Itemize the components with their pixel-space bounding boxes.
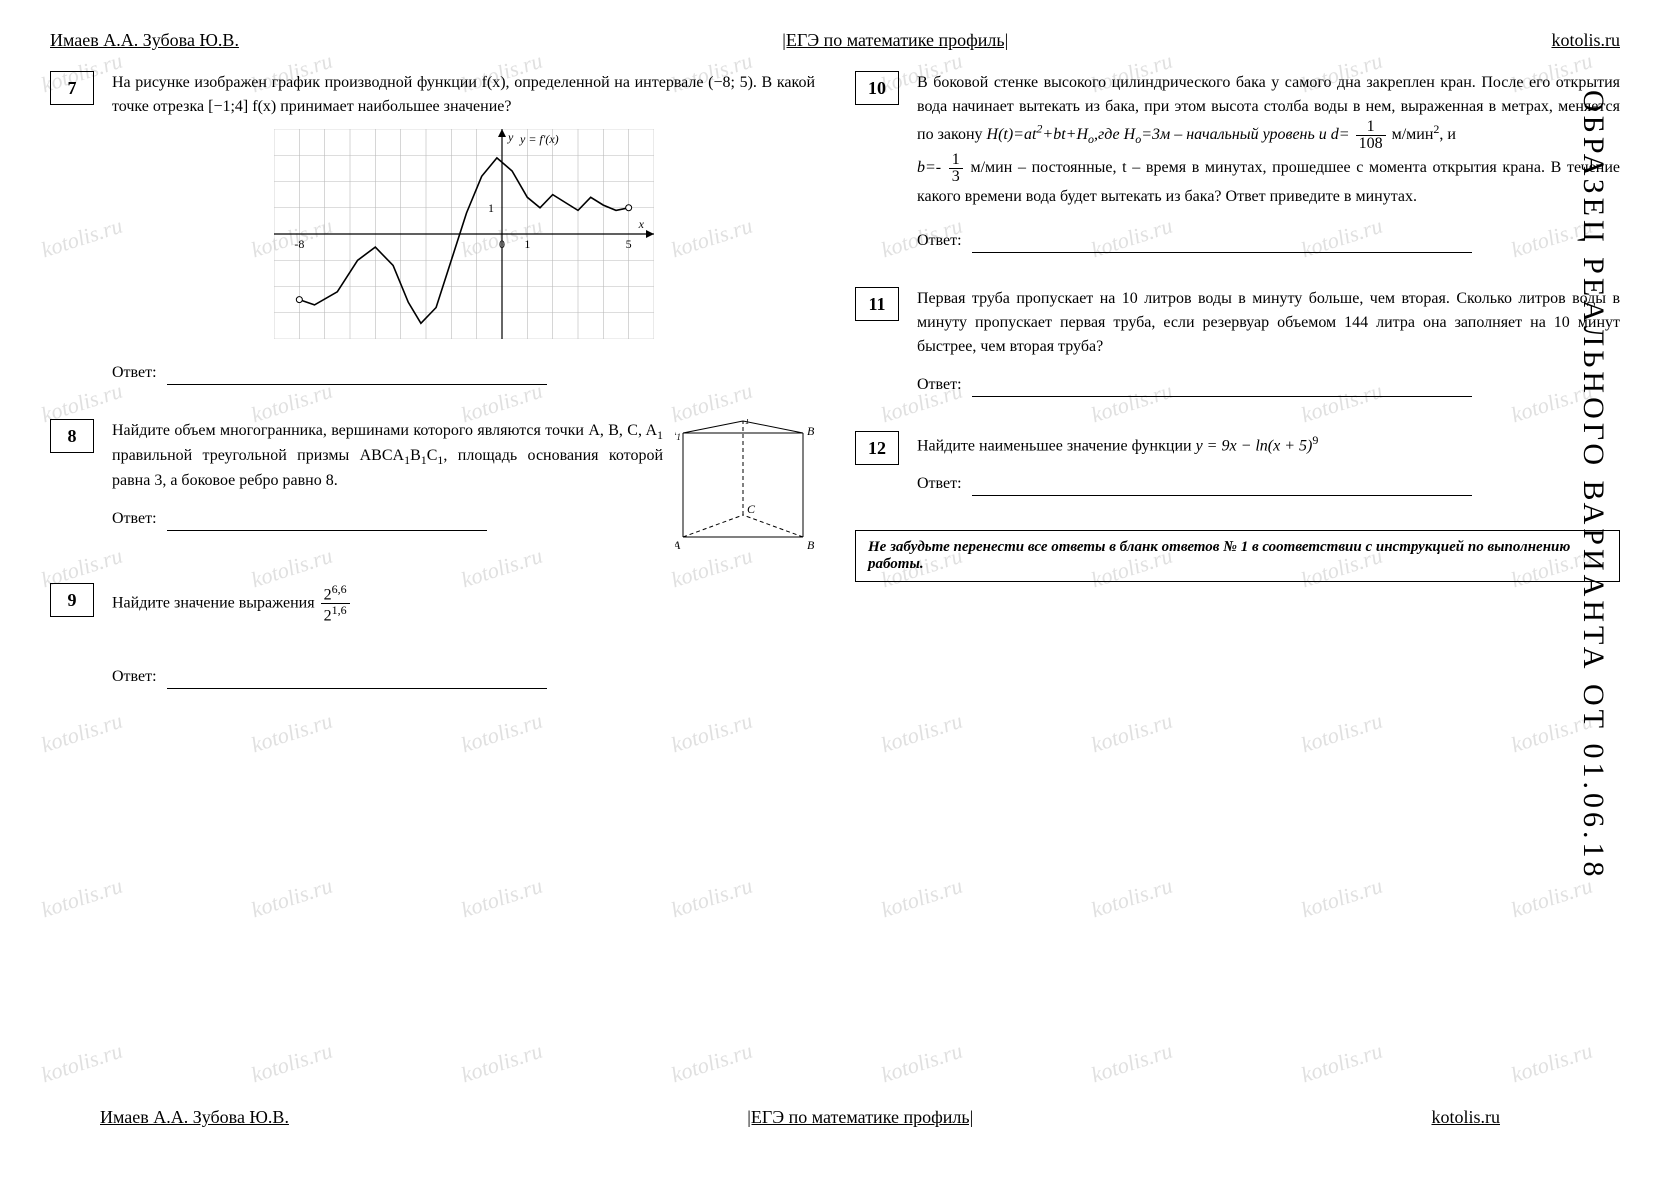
svg-text:1: 1 [488,201,494,215]
answer-row: Ответ: [112,361,815,385]
header-site: kotolis.ru [1551,30,1620,51]
svg-text:y: y [507,130,514,144]
problem-body: Первая труба пропускает на 10 литров вод… [917,287,1620,397]
derivative-graph: x y y = f'(x) -8 0 1 5 1 [274,129,654,339]
right-column: 10 В боковой стенке высокого цилиндричес… [855,71,1620,1041]
answer-label: Ответ: [917,376,962,393]
problem-number: 10 [855,71,899,105]
problem-number: 8 [50,419,94,453]
problem-11: 11 Первая труба пропускает на 10 литров … [855,287,1620,397]
answer-line [167,688,547,689]
problem-number: 7 [50,71,94,105]
answer-line [972,396,1472,397]
problem-body: Найдите объем многогранника, вершинами к… [112,419,815,549]
svg-text:C: C [747,502,756,516]
answer-row: Ответ: [917,229,1620,253]
problem-text: В боковой стенке высокого цилиндрическог… [917,71,1620,209]
problem-7: 7 На рисунке изображен график производно… [50,71,815,385]
problem-number: 9 [50,583,94,617]
answer-row: Ответ: [112,665,815,689]
answer-row: Ответ: [917,373,1620,397]
svg-text:B1: B1 [807,424,815,442]
problem-text: Найдите объем многогранника, вершинами к… [112,419,663,493]
answer-label: Ответ: [112,364,157,381]
fraction: 26,6 21,6 [321,583,350,625]
answer-row: Ответ: [917,472,1620,496]
svg-text:0: 0 [499,237,505,251]
graph-container: x y y = f'(x) -8 0 1 5 1 [112,129,815,347]
svg-text:-8: -8 [294,237,304,251]
page-header: Имаев А.А. Зубова Ю.В. |ЕГЭ по математик… [50,30,1620,51]
problem-text: Найдите значение выражения 26,6 21,6 [112,583,815,625]
frac-den: 21,6 [321,604,350,624]
answer-label: Ответ: [112,668,157,685]
problem-8: 8 Найдите объем многогранника, вершинами… [50,419,815,549]
text-prefix: Найдите значение выражения [112,595,319,612]
answer-line [167,384,547,385]
problem-text: На рисунке изображен график производной … [112,71,815,119]
reminder-box: Не забудьте перенести все ответы в бланк… [855,530,1620,582]
svg-text:B: B [807,538,815,549]
footer-center: |ЕГЭ по математике профиль| [747,1107,973,1128]
problem-10: 10 В боковой стенке высокого цилиндричес… [855,71,1620,253]
svg-text:1: 1 [524,237,530,251]
answer-line [972,495,1472,496]
problem-body: На рисунке изображен график производной … [112,71,815,385]
problem-9: 9 Найдите значение выражения 26,6 21,6 О… [50,583,815,689]
problem-text: Первая труба пропускает на 10 литров вод… [917,287,1620,359]
answer-label: Ответ: [917,232,962,249]
problem-text: Найдите наименьшее значение функции y = … [917,431,1620,458]
footer-authors: Имаев А.А. Зубова Ю.В. [100,1107,289,1128]
svg-text:y = f'(x): y = f'(x) [519,132,559,146]
header-center: |ЕГЭ по математике профиль| [782,30,1008,51]
answer-row: Ответ: [112,507,663,531]
fraction-b: 1 3 [949,152,963,185]
problem-body: В боковой стенке высокого цилиндрическог… [917,71,1620,253]
prism-figure: ABCA1B1C1 [675,419,815,549]
problem-body: Найдите значение выражения 26,6 21,6 Отв… [112,583,815,689]
answer-line [167,530,487,531]
page-footer: Имаев А.А. Зубова Ю.В. |ЕГЭ по математик… [100,1107,1500,1128]
problem-body: Найдите наименьшее значение функции y = … [917,431,1620,496]
answer-label: Ответ: [112,510,157,527]
header-authors: Имаев А.А. Зубова Ю.В. [50,30,239,51]
problem-number: 12 [855,431,899,465]
problem-number: 11 [855,287,899,321]
footer-site: kotolis.ru [1431,1107,1500,1128]
problem-12: 12 Найдите наименьшее значение функции y… [855,431,1620,496]
svg-text:A1: A1 [675,424,681,442]
left-column: 7 На рисунке изображен график производно… [50,71,815,1041]
answer-label: Ответ: [917,475,962,492]
answer-line [972,252,1472,253]
sidebar-vertical-text: ОБРАЗЕЦ РЕАЛЬНОГО ВАРИАНТА ОТ 01.06.18 [1576,90,1610,990]
frac-num: 26,6 [321,583,350,604]
fraction-d: 1 108 [1356,119,1386,152]
svg-text:A: A [675,538,681,549]
columns: 7 На рисунке изображен график производно… [50,71,1620,1041]
page-content: Имаев А.А. Зубова Ю.В. |ЕГЭ по математик… [50,30,1620,1158]
svg-text:5: 5 [625,237,631,251]
svg-text:x: x [637,217,644,231]
